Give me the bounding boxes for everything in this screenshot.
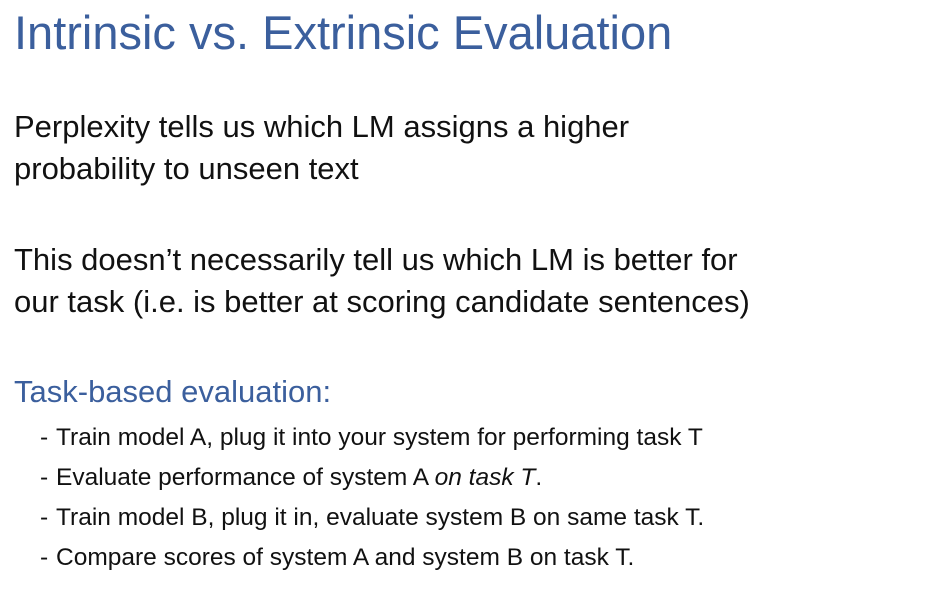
bullet-item: - Train model A, plug it into your syste…	[40, 418, 704, 458]
bullet-list: - Train model A, plug it into your syste…	[40, 418, 704, 578]
slide-title: Intrinsic vs. Extrinsic Evaluation	[14, 6, 673, 59]
paragraph-line: our task (i.e. is better at scoring cand…	[14, 284, 750, 319]
paragraph-line: probability to unseen text	[14, 151, 359, 186]
bullet-text: Train model A, plug it into your system …	[56, 424, 703, 451]
bullet-emphasis: on task T	[434, 464, 536, 491]
bullet-item: - Train model B, plug it in, evaluate sy…	[40, 498, 704, 538]
bullet-text-tail: .	[535, 464, 543, 491]
bullet-text: Evaluate performance of system A	[56, 464, 435, 491]
dash-bullet-icon: -	[40, 464, 49, 491]
bullet-item: - Evaluate performance of system A on ta…	[40, 458, 704, 498]
paragraph-task-caveat: This doesn’t necessarily tell us which L…	[14, 239, 750, 323]
dash-bullet-icon: -	[40, 424, 49, 451]
paragraph-perplexity: Perplexity tells us which LM assigns a h…	[14, 106, 629, 190]
paragraph-line: Perplexity tells us which LM assigns a h…	[14, 109, 630, 144]
bullet-item: - Compare scores of system A and system …	[40, 538, 704, 578]
bullet-text: Train model B, plug it in, evaluate syst…	[56, 504, 705, 531]
dash-bullet-icon: -	[40, 544, 49, 571]
dash-bullet-icon: -	[40, 504, 49, 531]
bullet-text: Compare scores of system A and system B …	[56, 544, 635, 571]
section-heading: Task-based evaluation:	[14, 374, 332, 409]
paragraph-line: This doesn’t necessarily tell us which L…	[14, 242, 738, 277]
